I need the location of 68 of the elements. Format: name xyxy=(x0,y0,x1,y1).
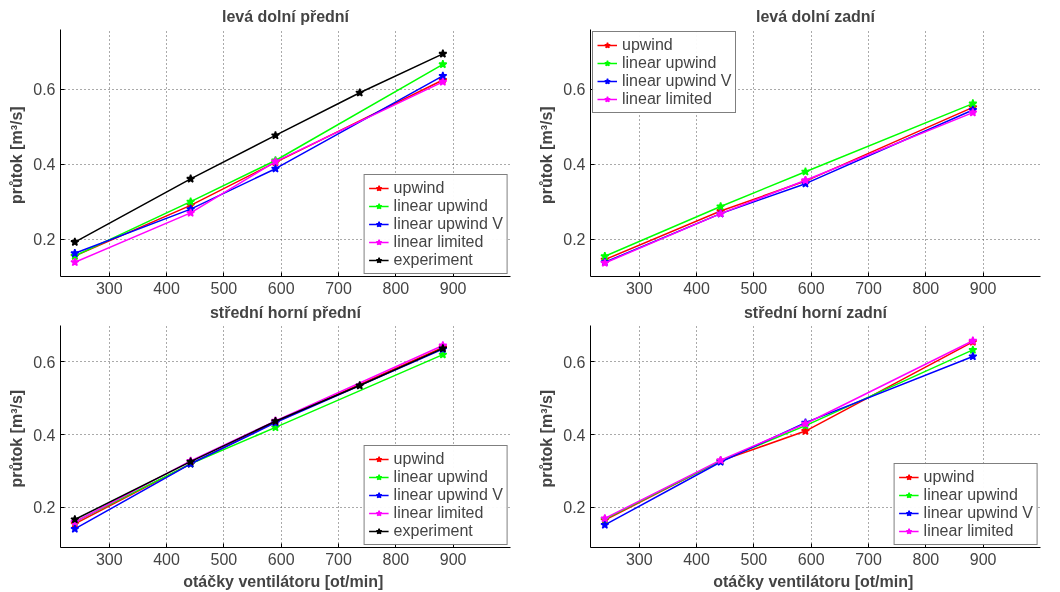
y-tick-label: 0.4 xyxy=(563,426,586,444)
x-tick-label: 600 xyxy=(267,550,295,568)
y-axis-title: průtok [m³/s] xyxy=(538,389,556,488)
x-tick-label: 400 xyxy=(683,279,710,297)
legend-label: upwind xyxy=(393,450,445,468)
x-tick-label: 900 xyxy=(439,550,467,568)
legend-label: linear limited xyxy=(622,90,712,108)
x-axis-title: otáčky ventilátoru [ot/min] xyxy=(183,572,384,590)
legend-label: linear limited xyxy=(393,233,484,251)
legend-label: linear limited xyxy=(923,522,1014,540)
legend-label: linear upwind xyxy=(923,486,1018,504)
legend-label: experiment xyxy=(393,522,473,540)
y-tick-label: 0.2 xyxy=(563,499,586,517)
y-axis-title: průtok [m³/s] xyxy=(8,106,26,205)
chart-title: levá dolní zadní xyxy=(755,7,876,25)
y-axis-title: průtok [m³/s] xyxy=(8,389,26,488)
x-tick-label: 800 xyxy=(912,279,940,297)
x-tick-label: 300 xyxy=(625,279,653,297)
y-tick-label: 0.4 xyxy=(563,156,586,174)
x-tick-label: 700 xyxy=(855,279,882,297)
legend-label: upwind xyxy=(923,468,975,486)
y-axis-title: průtok [m³/s] xyxy=(538,106,556,205)
chart-title: střední horní přední xyxy=(209,303,362,321)
legend-label: linear upwind xyxy=(393,197,488,215)
y-tick-label: 0.6 xyxy=(33,81,56,99)
x-tick-label: 700 xyxy=(325,550,352,568)
y-tick-label: 0.6 xyxy=(33,353,56,371)
x-axis-title: otáčky ventilátoru [ot/min] xyxy=(713,572,914,590)
x-tick-label: 300 xyxy=(95,550,123,568)
legend-label: upwind xyxy=(393,179,445,197)
chart-title: levá dolní přední xyxy=(221,7,350,25)
x-tick-label: 500 xyxy=(210,279,238,297)
x-tick-label: 800 xyxy=(912,550,940,568)
x-tick-label: 500 xyxy=(740,279,768,297)
x-tick-label: 400 xyxy=(153,279,180,297)
x-tick-label: 700 xyxy=(325,279,352,297)
y-tick-label: 0.4 xyxy=(33,426,56,444)
y-tick-label: 0.6 xyxy=(563,81,586,99)
x-tick-label: 400 xyxy=(153,550,180,568)
x-tick-label: 700 xyxy=(855,550,882,568)
x-tick-label: 400 xyxy=(683,550,710,568)
y-tick-label: 0.6 xyxy=(563,353,586,371)
x-tick-label: 500 xyxy=(740,550,768,568)
x-tick-label: 600 xyxy=(267,279,295,297)
x-tick-label: 900 xyxy=(969,550,997,568)
y-tick-label: 0.2 xyxy=(33,499,56,517)
legend-label: upwind xyxy=(622,36,673,54)
legend-label: linear limited xyxy=(393,504,484,522)
y-tick-label: 0.2 xyxy=(33,231,56,249)
x-tick-label: 300 xyxy=(95,279,123,297)
legend-label: linear upwind V xyxy=(622,72,732,90)
legend-label: linear upwind V xyxy=(393,486,503,504)
x-tick-label: 600 xyxy=(797,550,825,568)
legend-label: linear upwind V xyxy=(393,215,503,233)
chart-title: střední horní zadní xyxy=(743,303,888,321)
x-tick-label: 500 xyxy=(210,550,238,568)
legend-label: linear upwind V xyxy=(923,504,1033,522)
x-tick-label: 900 xyxy=(439,279,467,297)
legend-label: experiment xyxy=(393,251,473,269)
x-tick-label: 300 xyxy=(625,550,653,568)
x-tick-label: 800 xyxy=(382,550,410,568)
x-tick-label: 600 xyxy=(797,279,825,297)
legend-label: linear upwind xyxy=(393,468,488,486)
x-tick-label: 800 xyxy=(382,279,410,297)
legend-label: linear upwind xyxy=(622,54,717,72)
y-tick-label: 0.2 xyxy=(563,231,586,249)
x-tick-label: 900 xyxy=(969,279,997,297)
y-tick-label: 0.4 xyxy=(33,156,56,174)
